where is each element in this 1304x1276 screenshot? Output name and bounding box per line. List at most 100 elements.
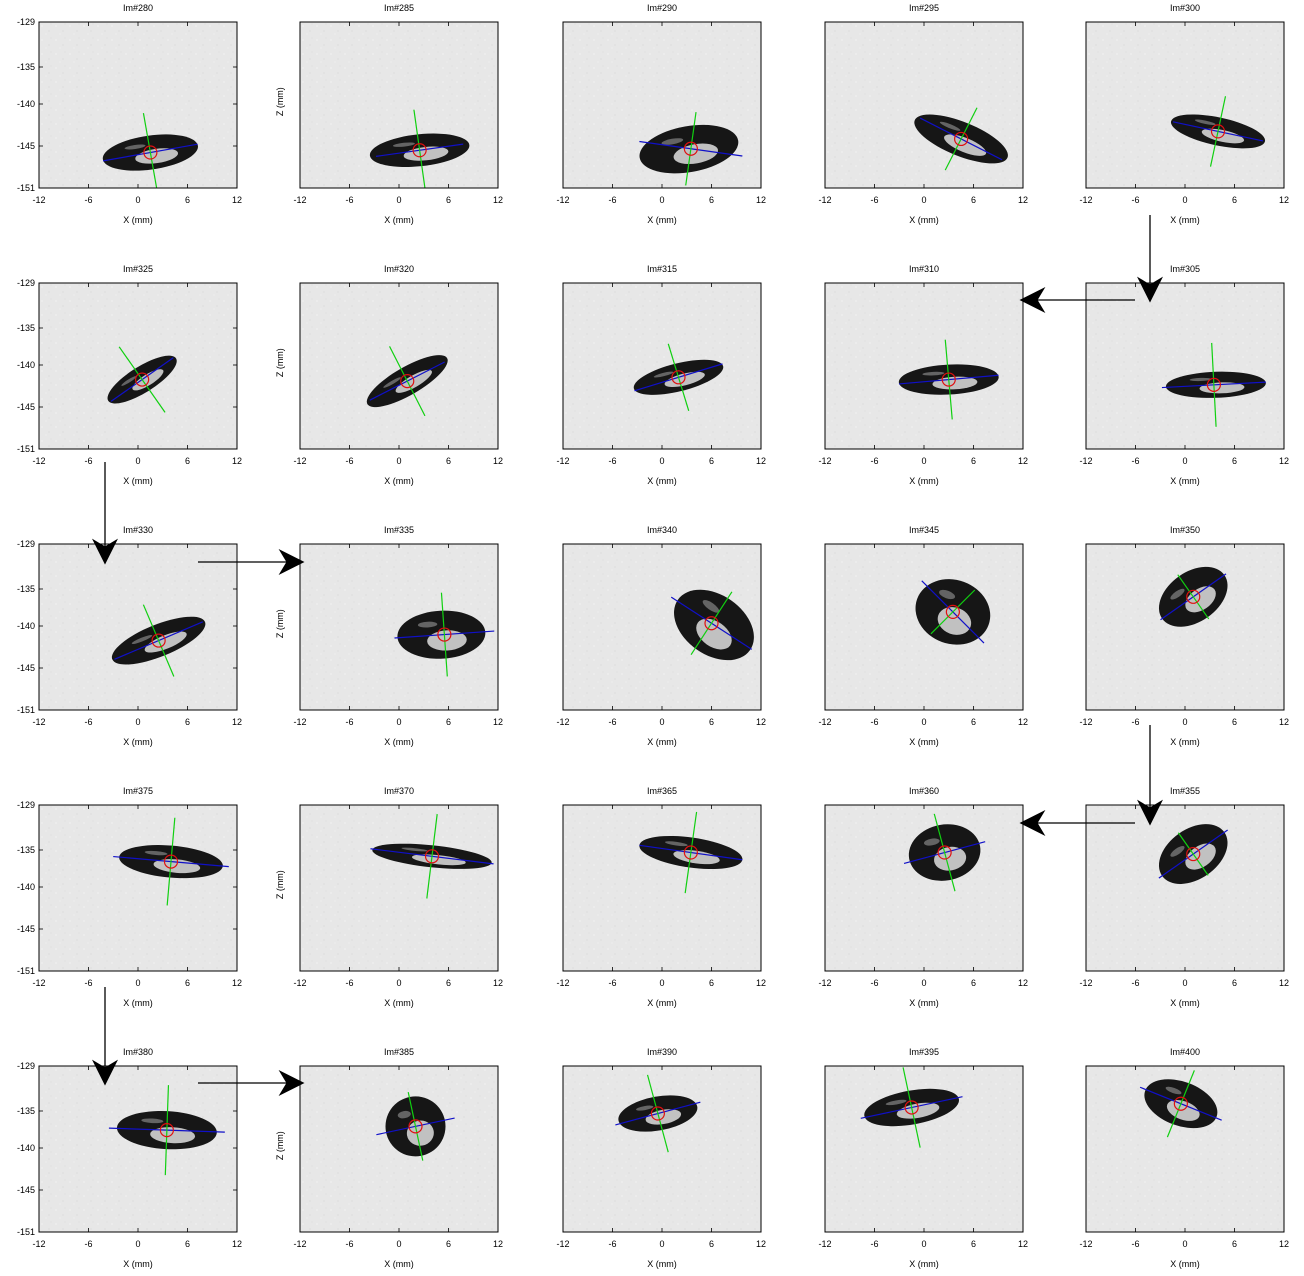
x-tick-label: 12	[493, 456, 503, 466]
x-tick-label: -6	[870, 1239, 878, 1249]
x-tick-label: 6	[1232, 978, 1237, 988]
image-panel: Im#280 -12 -6 0 6 12 X (mm) -129 -135 -140 -145 -15…	[17, 3, 242, 225]
x-tick-label: 6	[709, 195, 714, 205]
x-tick-label: 6	[971, 978, 976, 988]
x-tick-label: 6	[446, 717, 451, 727]
x-tick-label: 12	[232, 717, 242, 727]
x-tick-label: -12	[293, 717, 306, 727]
minor-axis-line	[933, 813, 956, 892]
x-tick-label: 0	[921, 456, 926, 466]
x-tick-label: 6	[185, 978, 190, 988]
x-tick-label: 0	[135, 1239, 140, 1249]
x-tick-label: 12	[1279, 978, 1289, 988]
x-tick-label: -6	[345, 978, 353, 988]
x-tick-label: 12	[493, 195, 503, 205]
x-tick-label: 0	[1182, 717, 1187, 727]
panel-title: Im#345	[909, 525, 939, 535]
x-axis-label: X (mm)	[123, 476, 153, 486]
x-axis-label: X (mm)	[1170, 737, 1200, 747]
image-panel: Im#320 -12 -6 0 6 12 X (mm) Z (mm)	[275, 264, 503, 486]
x-tick-label: 0	[659, 195, 664, 205]
x-tick-label: 0	[396, 456, 401, 466]
x-tick-label: 12	[232, 195, 242, 205]
y-tick-label: -135	[17, 323, 35, 333]
minor-axis-line	[1177, 832, 1209, 876]
x-axis-label: X (mm)	[1170, 998, 1200, 1008]
image-panel: Im#340 -12 -6 0 6 12 X (mm)	[556, 525, 766, 747]
x-tick-label: -6	[1131, 1239, 1139, 1249]
x-tick-label: 0	[659, 717, 664, 727]
minor-axis-line	[902, 1067, 921, 1148]
panel-image	[300, 805, 498, 971]
panel-title: Im#285	[384, 3, 414, 13]
x-tick-label: -12	[1079, 195, 1092, 205]
panel-title: Im#325	[123, 264, 153, 274]
panel-title: Im#310	[909, 264, 939, 274]
y-axis-label: Z (mm)	[275, 87, 285, 116]
minor-axis-line	[930, 589, 976, 635]
centroid-marker	[1186, 846, 1201, 862]
x-axis-label: X (mm)	[1170, 215, 1200, 225]
x-tick-label: -12	[1079, 1239, 1092, 1249]
x-axis-label: X (mm)	[123, 737, 153, 747]
x-tick-label: -12	[1079, 717, 1092, 727]
image-panel: Im#310 -12 -6 0 6 12 X (mm)	[818, 264, 1028, 486]
minor-axis-line	[118, 346, 166, 413]
minor-axis-line	[1211, 342, 1217, 427]
x-tick-label: 12	[1018, 717, 1028, 727]
panel-title: Im#375	[123, 786, 153, 796]
x-axis-label: X (mm)	[647, 998, 677, 1008]
panel-title: Im#370	[384, 786, 414, 796]
image-panel: Im#380 -12 -6 0 6 12 X (mm) -129 -135 -140 -145 -15…	[17, 1047, 242, 1269]
panel-image	[39, 283, 237, 449]
x-tick-label: -12	[293, 456, 306, 466]
panel-title: Im#350	[1170, 525, 1200, 535]
panel-image	[39, 1066, 237, 1232]
x-tick-label: 6	[185, 195, 190, 205]
minor-axis-line	[944, 339, 953, 420]
x-tick-label: 12	[756, 717, 766, 727]
y-tick-label: -129	[17, 278, 35, 288]
minor-axis-line	[685, 112, 697, 186]
x-tick-label: -6	[870, 456, 878, 466]
x-tick-label: -6	[608, 1239, 616, 1249]
x-tick-label: -6	[608, 195, 616, 205]
panel-image	[1086, 22, 1284, 188]
centroid-marker	[1186, 589, 1201, 604]
x-axis-label: X (mm)	[384, 1259, 414, 1269]
x-tick-label: 0	[135, 717, 140, 727]
centroid-marker	[159, 1123, 174, 1138]
y-tick-label: -140	[17, 1143, 35, 1153]
panel-title: Im#320	[384, 264, 414, 274]
centroid-marker	[135, 372, 150, 387]
y-tick-label: -135	[17, 845, 35, 855]
image-panel: Im#285 -12 -6 0 6 12 X (mm) Z (mm)	[275, 3, 503, 225]
y-tick-label: -145	[17, 1185, 35, 1195]
x-tick-label: -6	[345, 1239, 353, 1249]
panel-image	[563, 1066, 761, 1232]
minor-axis-line	[413, 109, 426, 188]
x-tick-label: 6	[1232, 717, 1237, 727]
centroid-marker	[437, 627, 452, 642]
x-tick-label: 12	[1279, 717, 1289, 727]
x-tick-label: -6	[345, 195, 353, 205]
minor-axis-line	[684, 811, 698, 894]
y-tick-label: -135	[17, 1106, 35, 1116]
image-panel: Im#290 -12 -6 0 6 12 X (mm)	[556, 3, 766, 225]
y-tick-label: -145	[17, 141, 35, 151]
x-axis-label: X (mm)	[647, 737, 677, 747]
x-tick-label: -6	[1131, 978, 1139, 988]
panel-image	[39, 805, 237, 971]
image-panel: Im#330 -12 -6 0 6 12 X (mm) -129 -135 -140 -145 -15…	[17, 525, 242, 747]
y-tick-label: -151	[17, 966, 35, 976]
x-axis-label: X (mm)	[384, 998, 414, 1008]
x-tick-label: 12	[493, 717, 503, 727]
x-tick-label: 6	[709, 456, 714, 466]
image-panel: Im#350 -12 -6 0 6 12 X (mm)	[1079, 525, 1289, 747]
minor-axis-line	[1177, 574, 1210, 620]
image-panel: Im#395 -12 -6 0 6 12 X (mm)	[818, 1047, 1028, 1269]
x-tick-label: -12	[818, 1239, 831, 1249]
x-tick-label: 6	[971, 1239, 976, 1249]
y-tick-label: -135	[17, 584, 35, 594]
